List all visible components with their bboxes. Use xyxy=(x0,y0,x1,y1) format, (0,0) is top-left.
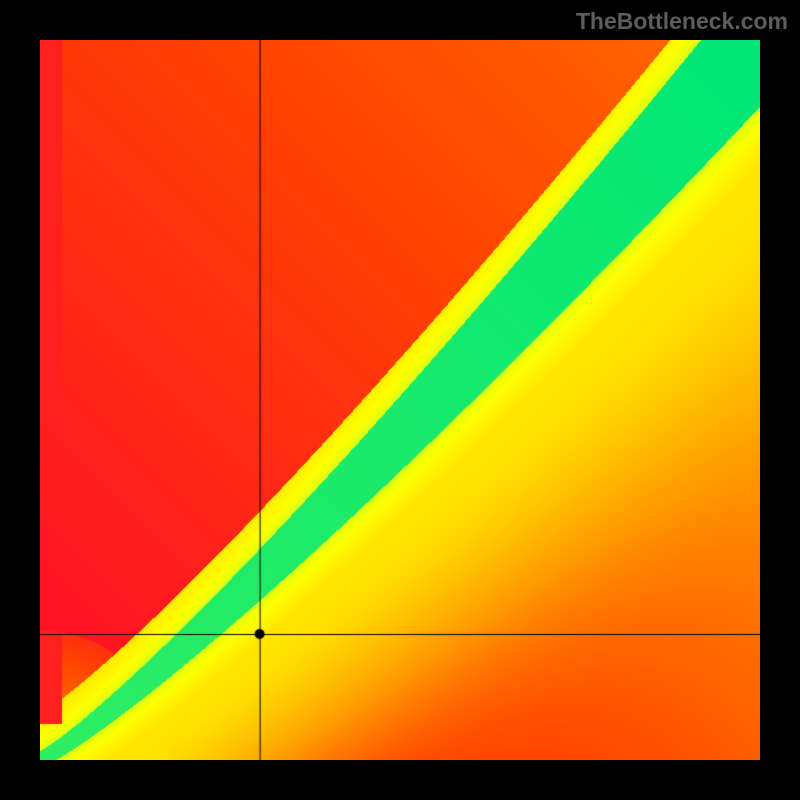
chart-container: { "watermark": { "text": "TheBottleneck.… xyxy=(0,0,800,800)
bottleneck-heatmap xyxy=(40,40,760,760)
watermark-text: TheBottleneck.com xyxy=(576,8,788,35)
